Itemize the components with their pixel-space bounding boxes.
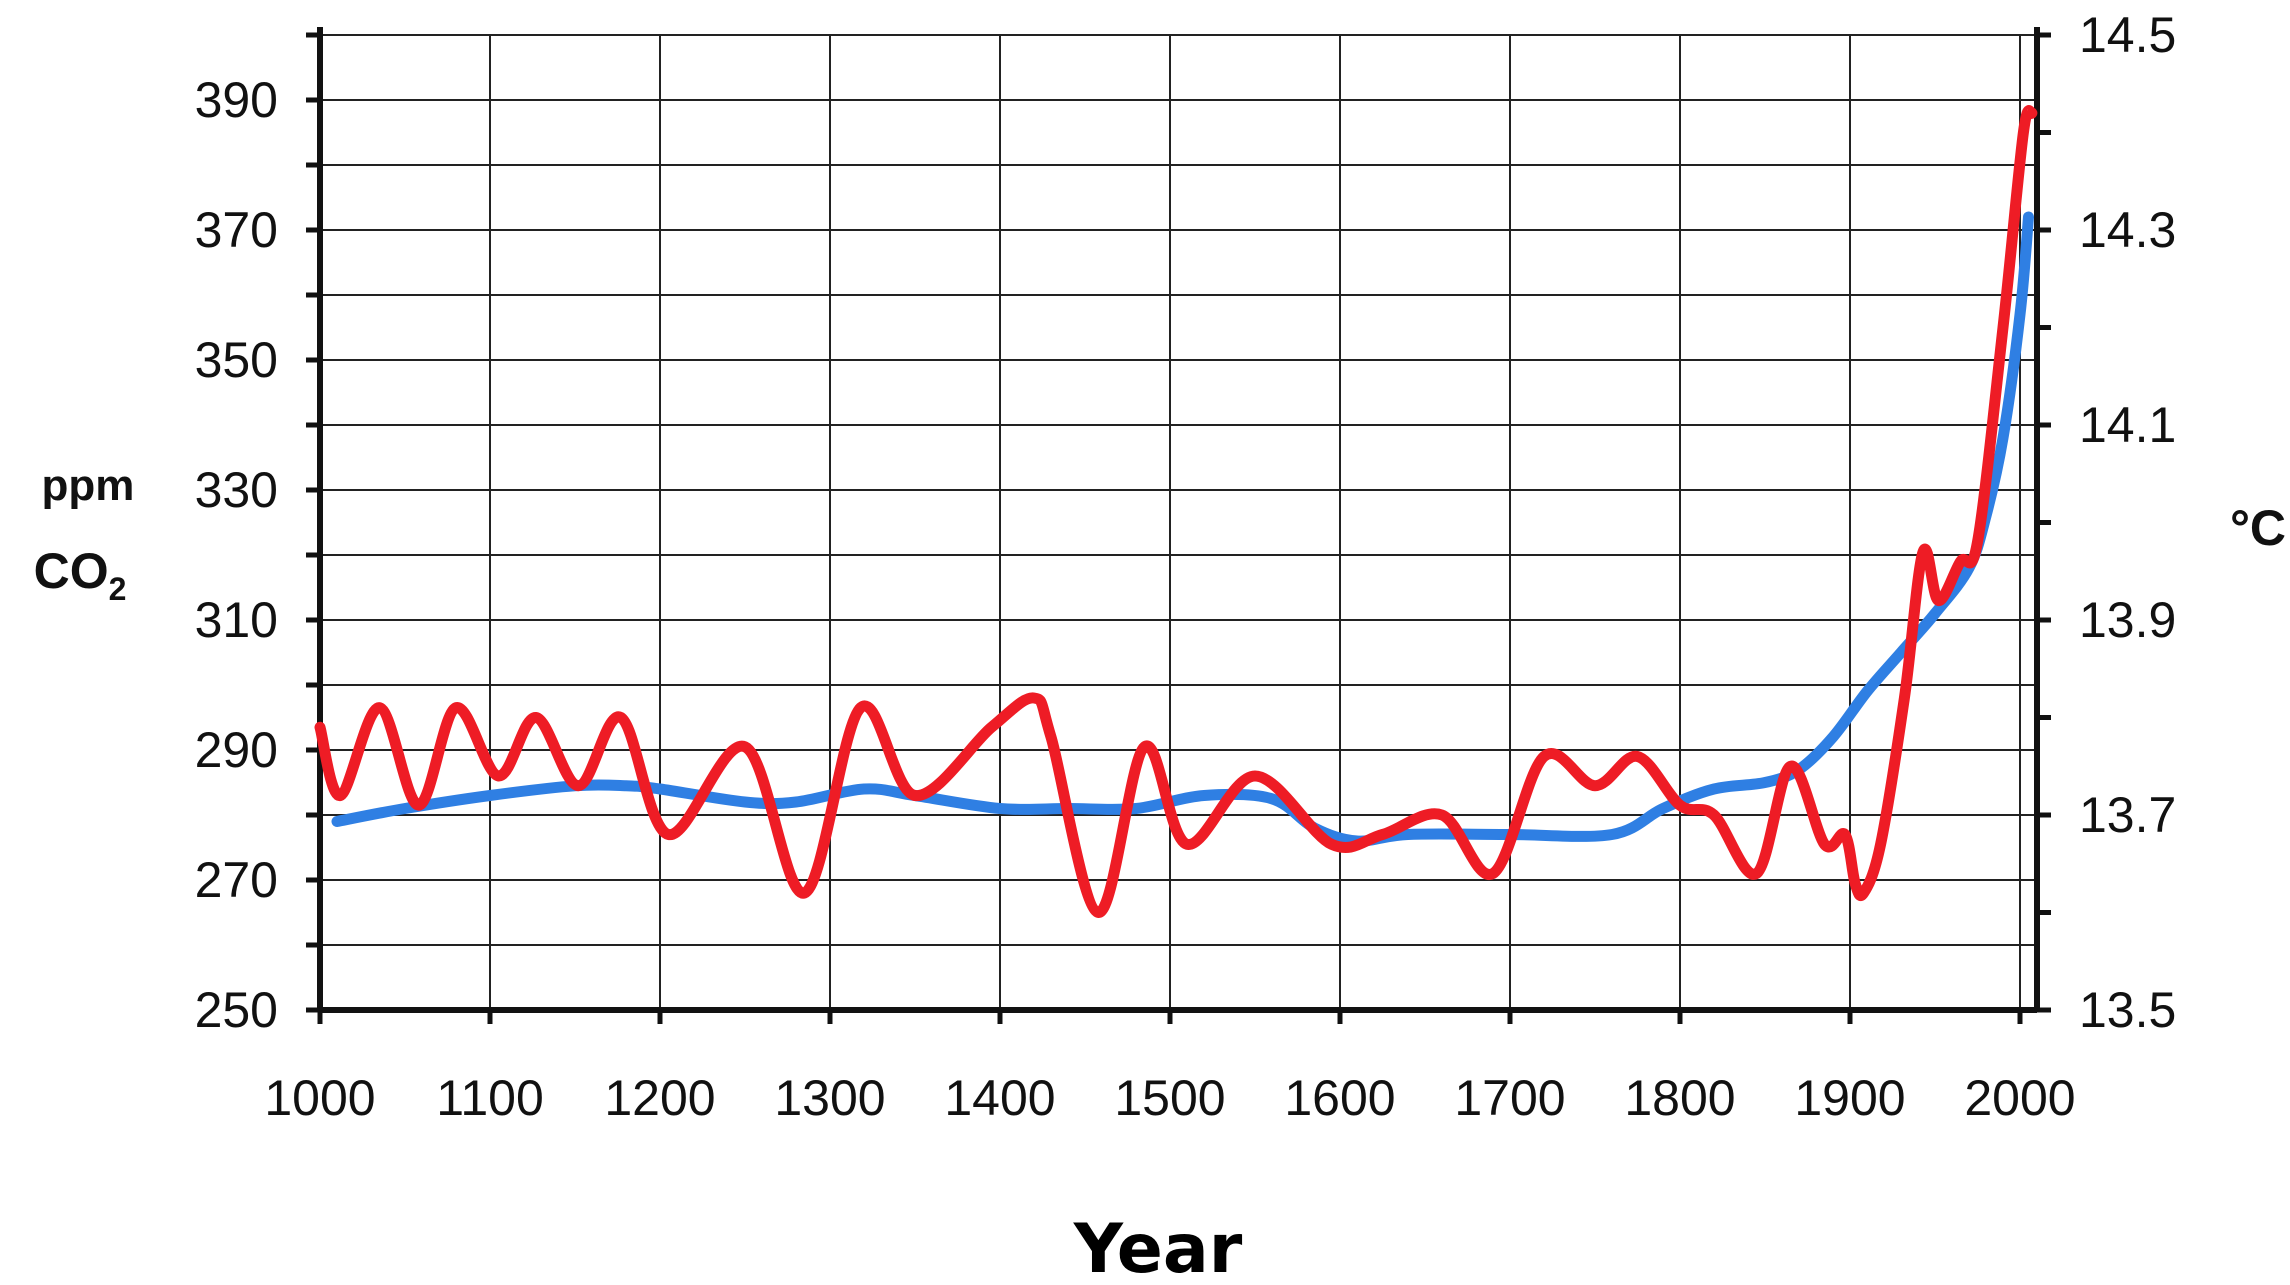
y-left-label-co: CO — [34, 543, 109, 599]
x-tick-label: 2000 — [1964, 1070, 2075, 1126]
x-tick-label: 1700 — [1454, 1070, 1565, 1126]
y-right-tick-label: 14.3 — [2079, 202, 2176, 258]
temperature-line — [314, 105, 2038, 918]
co2-line — [331, 211, 2034, 847]
y-left-tick-label: 250 — [195, 982, 278, 1038]
y-left-tick-label: 350 — [195, 332, 278, 388]
y-right-tick-label: 14.5 — [2079, 7, 2176, 63]
x-tick-label: 1200 — [604, 1070, 715, 1126]
x-tick-label: 1500 — [1114, 1070, 1225, 1126]
y-left-tick-label: 290 — [195, 722, 278, 778]
y-right-tick-label: 13.9 — [2079, 592, 2176, 648]
y-left-tick-label: 330 — [195, 462, 278, 518]
y-left-tick-label: 310 — [195, 592, 278, 648]
y-right-tick-label: 13.5 — [2079, 982, 2176, 1038]
y-right-tick-label: 14.1 — [2079, 397, 2176, 453]
x-tick-label: 1800 — [1624, 1070, 1735, 1126]
y-left-tick-label: 270 — [195, 852, 278, 908]
y-left-label-main: CO2 — [34, 543, 127, 607]
x-tick-label: 1000 — [264, 1070, 375, 1126]
axes — [306, 27, 2051, 1024]
y-left-tick-label: 370 — [195, 202, 278, 258]
y-left-tick-label: 390 — [195, 72, 278, 128]
y-right-tick-label: 13.7 — [2079, 787, 2176, 843]
y-right-label: °C — [2230, 500, 2286, 556]
y-left-label-top: ppm — [42, 461, 135, 510]
series-lines — [314, 105, 2038, 918]
x-tick-label: 1100 — [436, 1070, 544, 1126]
x-tick-label: 1400 — [944, 1070, 1055, 1126]
x-tick-label: 1300 — [774, 1070, 885, 1126]
x-tick-label: 1600 — [1284, 1070, 1395, 1126]
grid — [320, 34, 2037, 1010]
x-tick-label: 1900 — [1794, 1070, 1905, 1126]
tick-labels: 250 270 290 310 330 350 370 390 13.5 13.7 13.9 14.1… — [195, 7, 2177, 1126]
y-left-label-subscript: 2 — [109, 571, 127, 607]
x-axis-title: Year — [1073, 1210, 1243, 1285]
